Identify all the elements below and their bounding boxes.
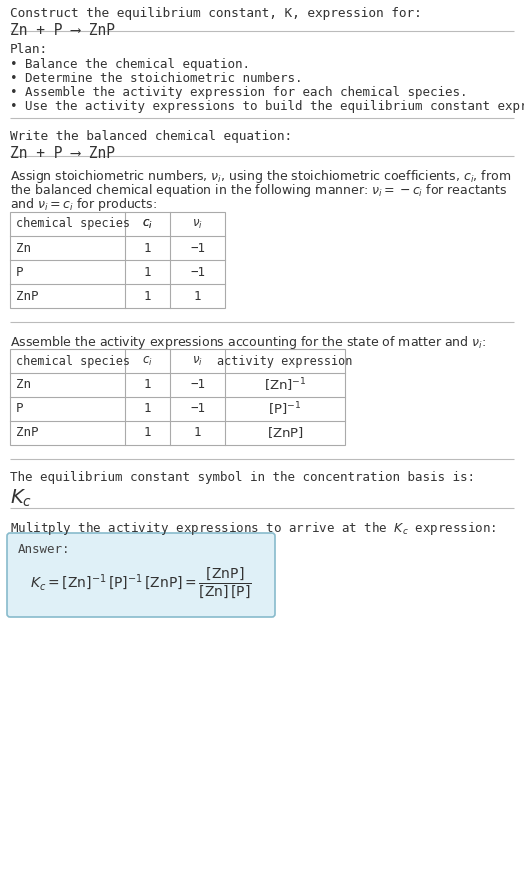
Text: 1: 1: [194, 427, 201, 440]
Text: $c_i$: $c_i$: [142, 218, 153, 231]
Text: 1: 1: [144, 289, 151, 303]
Text: Mulitply the activity expressions to arrive at the $K_c$ expression:: Mulitply the activity expressions to arr…: [10, 520, 496, 537]
Text: Zn: Zn: [16, 379, 31, 391]
Text: chemical species: chemical species: [16, 355, 130, 367]
Text: −1: −1: [190, 379, 205, 391]
Text: chemical species: chemical species: [16, 218, 130, 230]
Text: $[\mathrm{P}]^{-1}$: $[\mathrm{P}]^{-1}$: [268, 400, 302, 418]
Text: Zn + P ⟶ ZnP: Zn + P ⟶ ZnP: [10, 146, 115, 161]
Text: 1: 1: [144, 266, 151, 279]
Text: $\nu_i$: $\nu_i$: [192, 218, 203, 231]
Text: −1: −1: [190, 266, 205, 279]
Text: and $\nu_i = c_i$ for products:: and $\nu_i = c_i$ for products:: [10, 196, 157, 213]
Text: Write the balanced chemical equation:: Write the balanced chemical equation:: [10, 130, 292, 143]
Text: Assemble the activity expressions accounting for the state of matter and $\nu_i$: Assemble the activity expressions accoun…: [10, 334, 486, 351]
FancyBboxPatch shape: [7, 533, 275, 617]
Text: −1: −1: [190, 242, 205, 255]
Text: $[\mathrm{Zn}]^{-1}$: $[\mathrm{Zn}]^{-1}$: [264, 376, 307, 394]
Text: Zn: Zn: [16, 242, 31, 255]
Text: Answer:: Answer:: [18, 543, 71, 556]
Text: 1: 1: [144, 242, 151, 255]
Text: The equilibrium constant symbol in the concentration basis is:: The equilibrium constant symbol in the c…: [10, 471, 475, 484]
Text: activity expression: activity expression: [217, 355, 353, 367]
Text: $c_i$: $c_i$: [142, 218, 153, 231]
Text: −1: −1: [190, 403, 205, 415]
Text: • Determine the stoichiometric numbers.: • Determine the stoichiometric numbers.: [10, 72, 302, 85]
Bar: [10, 212, 225, 308]
Text: 1: 1: [144, 379, 151, 391]
Text: $[\mathrm{ZnP}]$: $[\mathrm{ZnP}]$: [267, 426, 303, 441]
Text: Assign stoichiometric numbers, $\nu_i$, using the stoichiometric coefficients, $: Assign stoichiometric numbers, $\nu_i$, …: [10, 168, 511, 185]
Text: P: P: [16, 266, 24, 279]
Text: Construct the equilibrium constant, K, expression for:: Construct the equilibrium constant, K, e…: [10, 7, 422, 20]
Text: $K_c$: $K_c$: [10, 488, 32, 509]
Text: Zn + P ⟶ ZnP: Zn + P ⟶ ZnP: [10, 23, 115, 38]
Text: ZnP: ZnP: [16, 289, 38, 303]
Text: $c_i$: $c_i$: [142, 355, 153, 367]
Text: $\nu_i$: $\nu_i$: [192, 355, 203, 367]
Text: the balanced chemical equation in the following manner: $\nu_i = -c_i$ for react: the balanced chemical equation in the fo…: [10, 182, 507, 199]
Text: 1: 1: [194, 289, 201, 303]
Text: P: P: [16, 403, 24, 415]
Text: 1: 1: [144, 427, 151, 440]
Text: Plan:: Plan:: [10, 43, 48, 56]
Text: ZnP: ZnP: [16, 427, 38, 440]
Bar: [10, 349, 345, 445]
Text: • Balance the chemical equation.: • Balance the chemical equation.: [10, 58, 250, 71]
Text: • Use the activity expressions to build the equilibrium constant expression.: • Use the activity expressions to build …: [10, 100, 524, 113]
Text: • Assemble the activity expression for each chemical species.: • Assemble the activity expression for e…: [10, 86, 467, 99]
Text: 1: 1: [144, 403, 151, 415]
Text: $K_c = [\mathrm{Zn}]^{-1}\,[\mathrm{P}]^{-1}\,[\mathrm{ZnP}] = \dfrac{[\mathrm{Z: $K_c = [\mathrm{Zn}]^{-1}\,[\mathrm{P}]^…: [30, 565, 252, 600]
